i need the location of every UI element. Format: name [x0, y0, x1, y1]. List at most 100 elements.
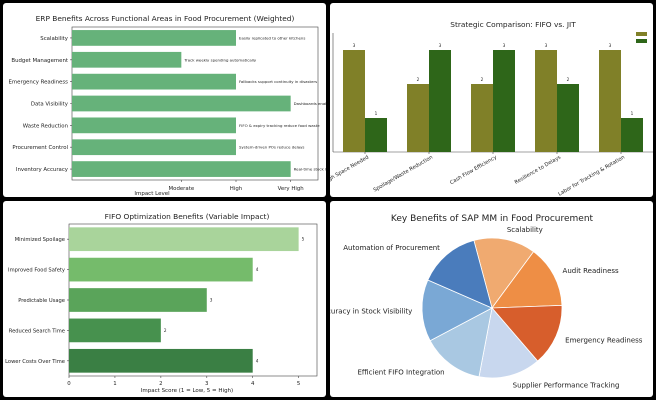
category-label: Reduced Search Time	[9, 328, 65, 334]
legend-swatch-jit	[636, 39, 647, 43]
bar-jit	[493, 50, 515, 152]
bar	[69, 288, 207, 312]
bar	[69, 318, 161, 343]
data-label: 4	[256, 267, 259, 272]
chart-title: ERP Benefits Across Functional Areas in …	[36, 14, 295, 23]
bar	[72, 95, 291, 112]
category-label: High Space Needed	[330, 155, 370, 186]
bar	[72, 30, 236, 46]
legend-swatch-fifo	[636, 32, 647, 36]
bar-fifo	[407, 84, 429, 152]
bar-jit	[621, 118, 643, 152]
x-tick-label: Very High	[278, 186, 304, 192]
bar-jit	[429, 50, 451, 152]
category-label: Predictable Usage	[18, 298, 65, 304]
data-label: 3	[210, 298, 213, 303]
bar-annotation: Track weekly spending automatically	[183, 57, 257, 62]
x-tick-label: 4	[251, 381, 255, 387]
category-label: Cash Flow Efficiency	[449, 155, 498, 187]
chart-title: Strategic Comparison: FIFO vs. JIT	[450, 20, 576, 29]
category-label: Scalability	[40, 36, 69, 42]
bar	[69, 348, 253, 373]
fifo-optimization-chart: FIFO Optimization Benefits (Variable Imp…	[5, 212, 318, 394]
category-label: Spoilage/Waste Reduction	[373, 155, 434, 194]
data-label: 2	[164, 328, 167, 333]
category-label: Waste Reduction	[23, 123, 68, 129]
x-tick-label: 3	[205, 381, 208, 387]
bar-annotation: Dashboards enable planning and reporting	[294, 101, 326, 106]
category-label: Inventory Accuracy	[16, 167, 69, 173]
bar-jit	[557, 84, 579, 152]
category-label: Resilience to Delays	[514, 154, 562, 185]
pie-slice	[429, 307, 493, 378]
x-tick-label: Moderate	[169, 186, 195, 192]
sap-mm-pie-chart: Key Benefits of SAP MM in Food Procureme…	[330, 214, 643, 390]
bar	[69, 227, 299, 252]
x-tick-label: 0	[67, 381, 71, 387]
slice-label: Scalability	[507, 226, 543, 234]
category-label: Minimized Spoilage	[15, 237, 65, 243]
bar	[72, 51, 182, 68]
data-label: 2	[567, 77, 570, 82]
category-label: Improved Food Safety	[8, 268, 65, 274]
erp-benefits-chart: ERP Benefits Across Functional Areas in …	[8, 14, 326, 197]
slice-label: Supplier Performance Tracking	[513, 382, 620, 390]
category-label: Data Visibility	[31, 102, 69, 108]
bar	[72, 139, 236, 156]
bar-fifo	[535, 50, 557, 152]
bar	[72, 117, 236, 134]
bar-annotation: Fallbacks support continuity in disaster…	[239, 79, 317, 84]
bar-annotation: System-driven POs reduce delays	[239, 145, 304, 150]
sap-mm-panel: Key Benefits of SAP MM in Food Procureme…	[330, 201, 653, 397]
data-label: 3	[545, 43, 548, 48]
data-label: 3	[353, 43, 356, 48]
data-label: 3	[439, 43, 442, 48]
fifo-jit-panel: Strategic Comparison: FIFO vs. JIT 3 1 Hig…	[330, 3, 653, 197]
category-label: Procurement Control	[12, 145, 68, 151]
data-label: 1	[375, 111, 378, 116]
x-axis-label: Impact Score (1 = Low, 5 = High)	[141, 388, 233, 394]
pie-slice	[478, 307, 539, 379]
data-label: 2	[417, 77, 420, 82]
data-label: 2	[481, 77, 484, 82]
bar	[69, 257, 253, 282]
bar	[72, 161, 291, 177]
category-label: Lower Costs Over Time	[5, 359, 65, 365]
erp-benefits-panel: ERP Benefits Across Functional Areas in …	[3, 3, 326, 197]
bar-fifo	[343, 50, 365, 152]
pie-slice	[491, 251, 563, 309]
slice-label: Accuracy in Stock Visibility	[330, 307, 412, 315]
data-label: 3	[609, 43, 612, 48]
chart-title: FIFO Optimization Benefits (Variable Imp…	[105, 212, 270, 221]
bar	[72, 73, 236, 90]
category-label: Emergency Readiness	[8, 80, 68, 86]
x-tick-label: 5	[297, 381, 300, 387]
x-tick-label: 2	[159, 381, 162, 387]
bar-annotation: Easily replicated to other kitchens	[239, 35, 305, 40]
x-tick-label: 1	[113, 381, 116, 387]
bar-jit	[365, 118, 387, 152]
category-label: Labor for Tracking & Rotation	[557, 155, 626, 197]
slice-label: Emergency Readiness	[565, 336, 643, 344]
bar-annotation: FIFO & expiry tracking reduce food waste	[239, 123, 320, 128]
pie-slice	[427, 239, 493, 309]
bar-annotation: Real-time stock levels prevent over/unde…	[294, 167, 326, 172]
bar-fifo	[471, 84, 493, 152]
fifo-optimization-panel: FIFO Optimization Benefits (Variable Imp…	[3, 201, 326, 397]
data-label: 4	[256, 358, 259, 363]
pie-slice	[421, 279, 493, 342]
chart-title: Key Benefits of SAP MM in Food Procureme…	[391, 214, 594, 224]
slice-label: Automation of Procurement	[343, 244, 440, 252]
data-label: 5	[302, 237, 305, 242]
bar-fifo	[599, 50, 621, 152]
pie-slice	[491, 304, 563, 362]
fifo-jit-chart: Strategic Comparison: FIFO vs. JIT 3 1 Hig…	[330, 20, 653, 197]
pie-slice	[473, 237, 535, 309]
slice-label: Audit Readiness	[563, 267, 620, 275]
category-label: Budget Management	[11, 58, 68, 64]
x-axis-label: Impact Level	[134, 191, 170, 197]
x-tick-label: High	[230, 186, 242, 192]
data-label: 3	[503, 43, 506, 48]
slice-label: Efficient FIFO Integration	[357, 369, 444, 377]
data-label: 1	[631, 111, 634, 116]
